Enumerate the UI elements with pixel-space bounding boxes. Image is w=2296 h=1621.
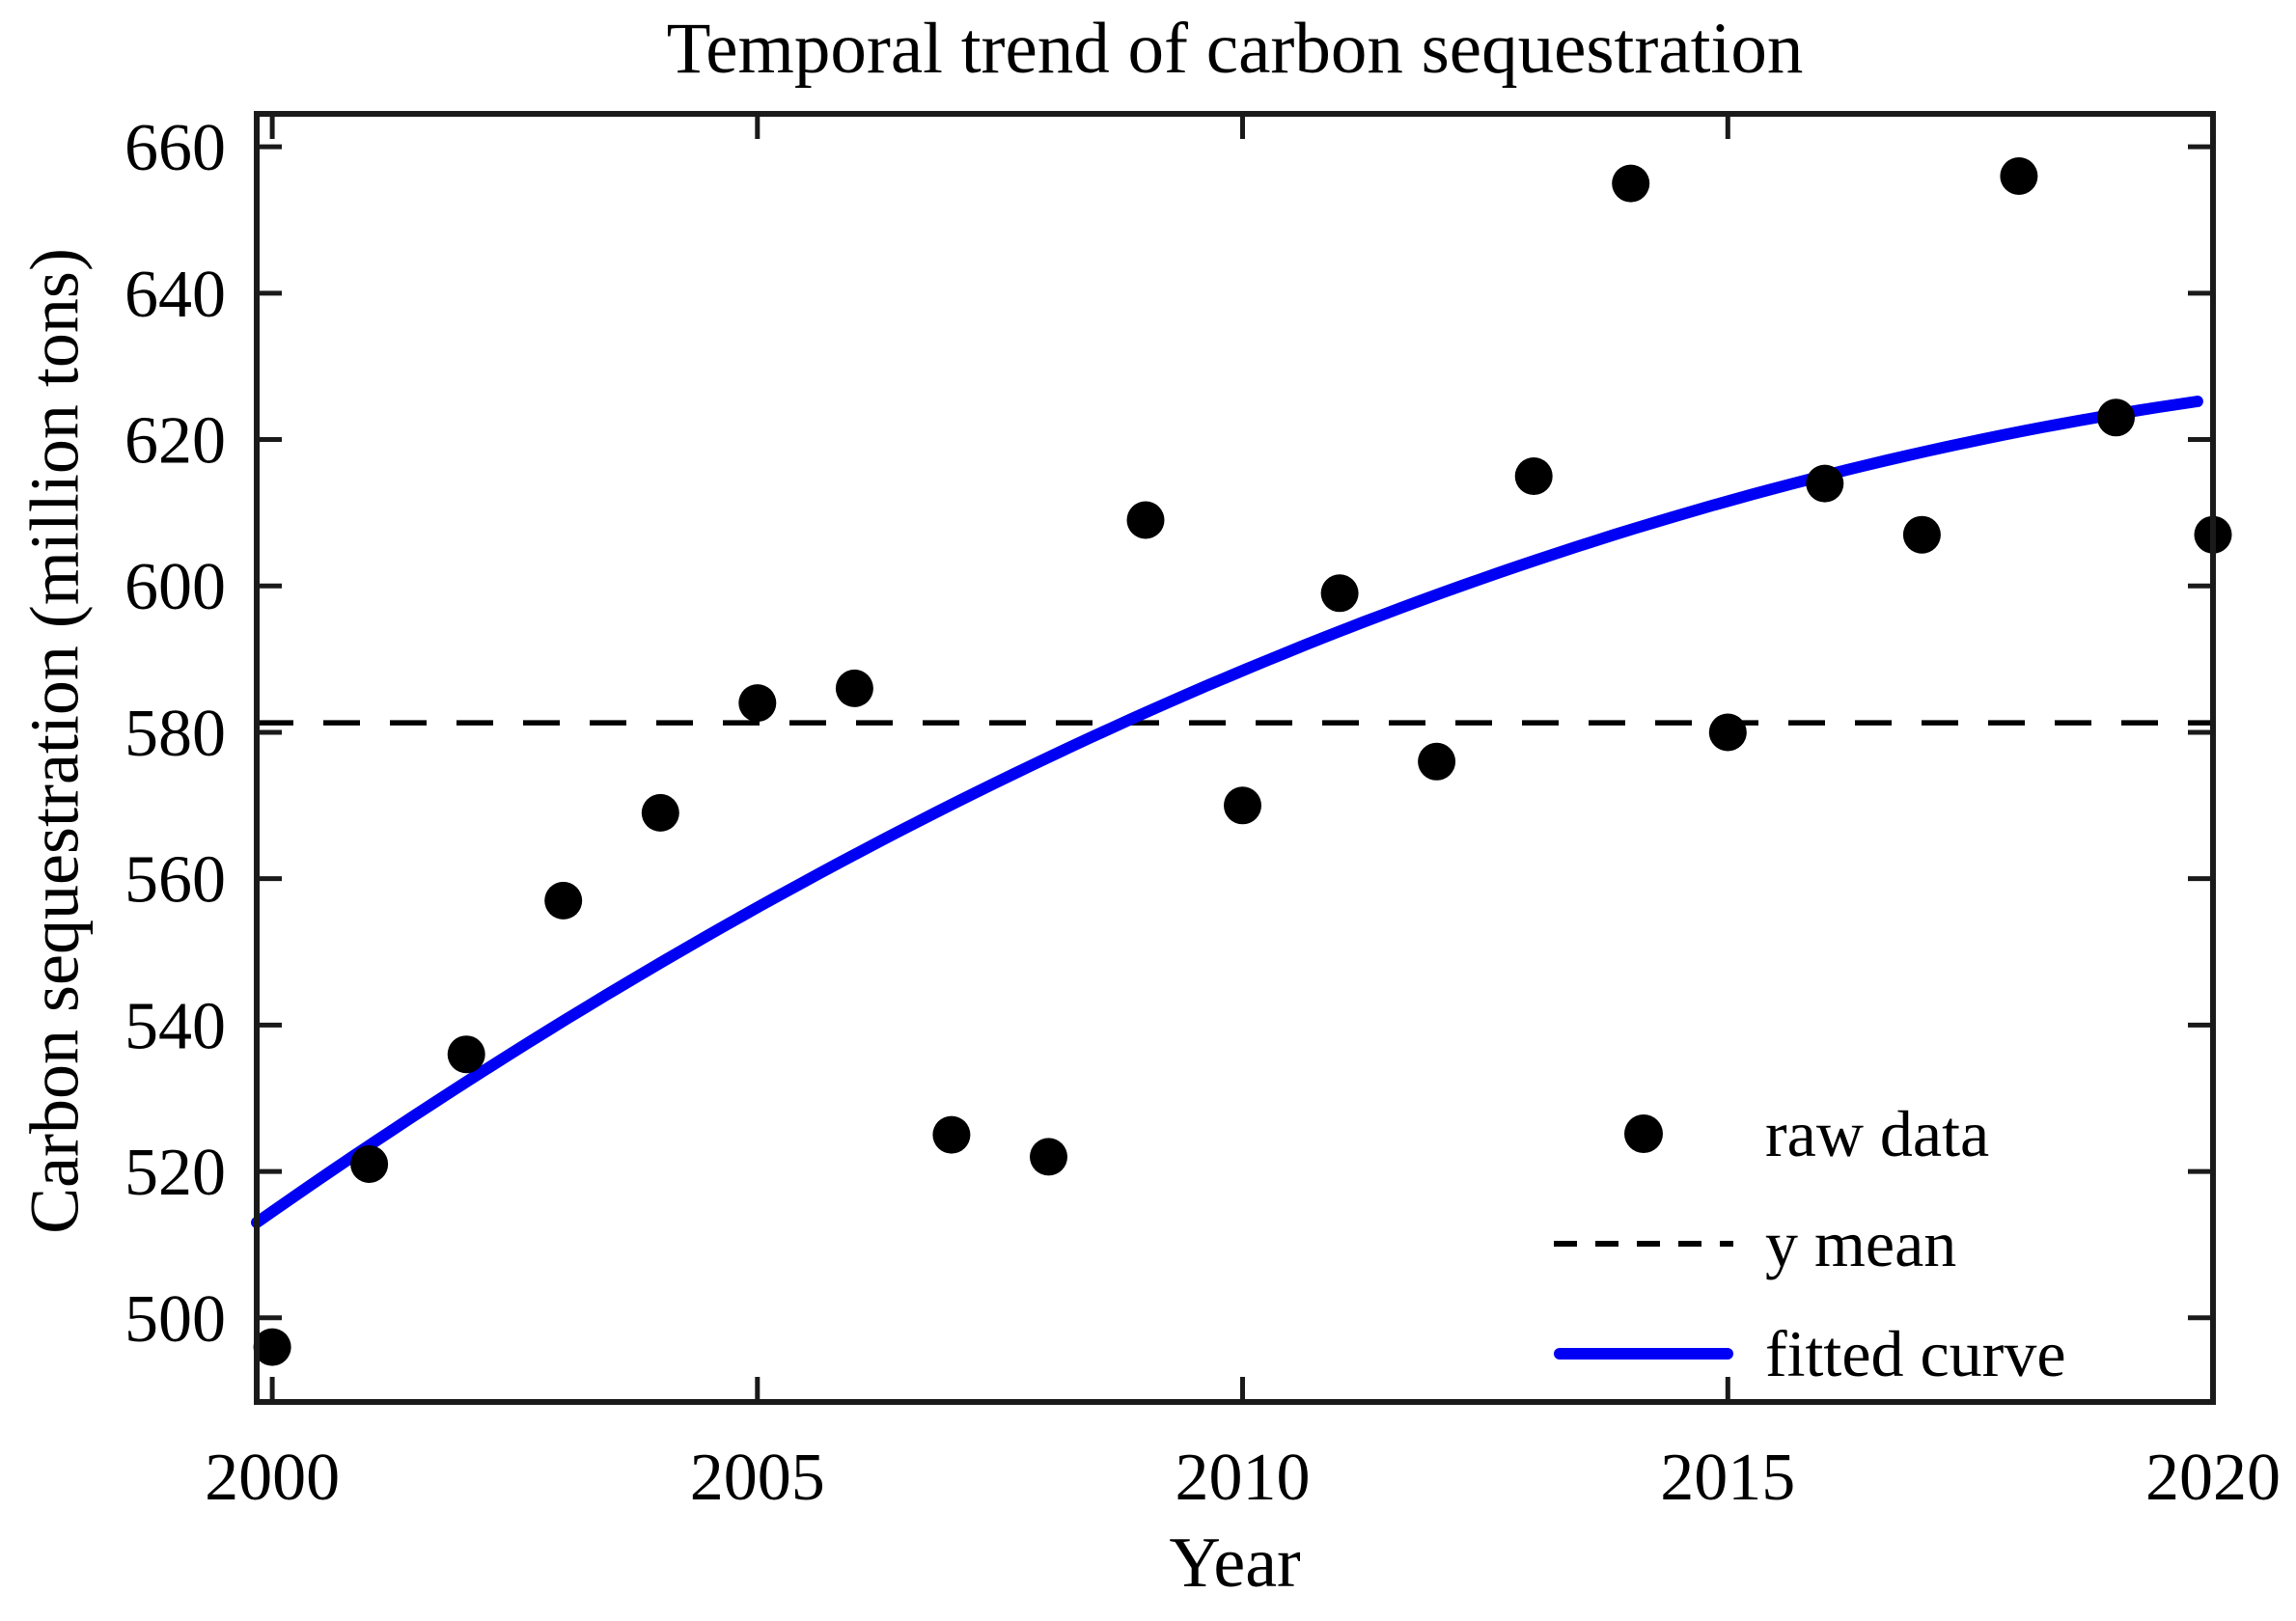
data-point-2009 <box>1126 501 1165 539</box>
y-tick-label: 640 <box>124 258 226 332</box>
chart-title: Temporal trend of carbon sequestration <box>666 9 1804 89</box>
data-point-2005 <box>738 684 777 723</box>
axes-box <box>254 111 2216 1405</box>
y-tick-label: 620 <box>124 404 226 479</box>
x-axis-label: Year <box>1169 1524 1301 1603</box>
raw-data-marker-icon <box>1554 1114 1733 1153</box>
y-mean-dash-icon <box>1554 1241 1733 1247</box>
data-point-2014 <box>1612 164 1650 203</box>
y-tick-label: 540 <box>124 989 226 1063</box>
data-point-2010 <box>1224 786 1261 825</box>
y-tick-label: 520 <box>124 1136 226 1210</box>
legend-label: fitted curve <box>1765 1316 2066 1390</box>
y-tick-label: 500 <box>124 1282 226 1357</box>
legend-item-y-mean: y mean <box>1554 1189 2066 1299</box>
data-point-2019 <box>2097 398 2135 437</box>
y-tick-label: 660 <box>124 111 226 185</box>
data-point-2013 <box>1514 457 1553 495</box>
data-point-2000 <box>253 1328 291 1366</box>
fitted-curve-path <box>251 396 2203 1228</box>
legend-label: y mean <box>1765 1206 1957 1280</box>
x-tick-label: 2020 <box>2145 1441 2281 1515</box>
data-point-2003 <box>544 881 583 920</box>
legend: raw data y mean fitted curve <box>1554 1079 2066 1409</box>
y-axis-label: Carbon sequestration (million tons) <box>15 248 94 1234</box>
data-point-2012 <box>1418 742 1456 781</box>
data-point-2004 <box>641 793 679 832</box>
legend-label: raw data <box>1765 1096 1990 1170</box>
data-point-2015 <box>1708 713 1747 752</box>
data-point-2001 <box>350 1145 389 1183</box>
y-tick-label: 560 <box>124 843 226 918</box>
y-tick-label: 600 <box>124 550 226 624</box>
x-tick-label: 2005 <box>690 1441 825 1515</box>
data-point-2016 <box>1806 464 1844 503</box>
x-tick-label: 2015 <box>1660 1441 1795 1515</box>
x-tick-label: 2010 <box>1176 1441 1311 1515</box>
data-point-2007 <box>932 1115 971 1154</box>
x-tick-label: 2000 <box>205 1441 340 1515</box>
data-point-2011 <box>1320 574 1359 613</box>
data-point-2008 <box>1030 1138 1067 1176</box>
data-point-2018 <box>2000 157 2038 195</box>
data-point-2006 <box>835 669 873 707</box>
data-point-2002 <box>447 1035 485 1074</box>
fitted-curve-line-icon <box>1554 1348 1733 1360</box>
legend-item-raw-data: raw data <box>1554 1079 2066 1189</box>
y-tick-label: 580 <box>124 697 226 771</box>
data-point-2017 <box>1902 515 1941 554</box>
legend-item-fitted-curve: fitted curve <box>1554 1299 2066 1409</box>
